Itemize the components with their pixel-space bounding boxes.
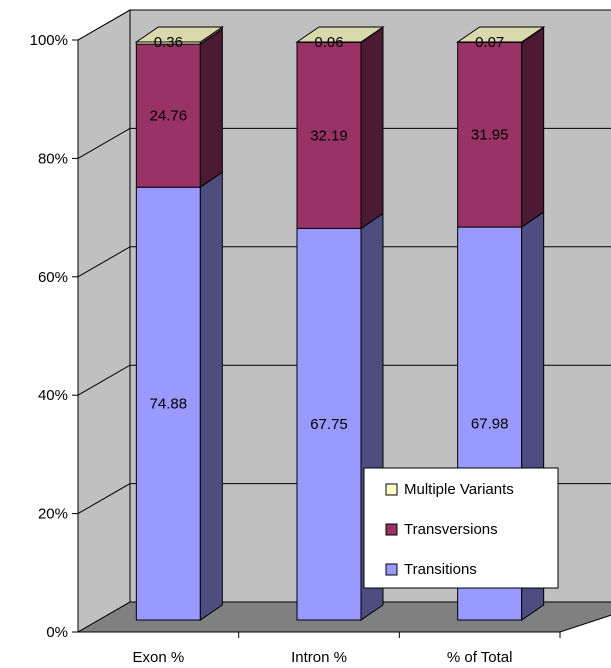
x-axis-category-labels: Exon % Intron % % of Total <box>132 649 512 666</box>
bar-front <box>296 227 362 621</box>
bar-segment-transversions <box>457 26 545 229</box>
data-label: 67.75 <box>310 416 348 433</box>
bar-segment-transitions <box>135 171 223 621</box>
bar-side <box>360 26 384 230</box>
x-category-label: Exon % <box>132 649 184 666</box>
data-label: 24.76 <box>150 108 188 125</box>
bar-front <box>135 43 201 188</box>
side-wall <box>77 9 131 633</box>
legend: Multiple Variants Transversions Transition… <box>363 467 559 589</box>
y-axis-tick-labels: 0% 20% 40% 60% 80% 100% <box>30 32 68 641</box>
data-label: 0.07 <box>475 34 504 51</box>
data-label: 0.36 <box>154 34 183 51</box>
bar-front <box>296 41 362 229</box>
gridline <box>77 9 611 41</box>
y-tick-label: 20% <box>38 506 68 523</box>
bar-segment-multiple-variants <box>456 26 546 44</box>
x-category-label: Intron % <box>291 649 347 666</box>
bar-side <box>521 26 545 229</box>
legend-swatch <box>385 523 398 536</box>
legend-entry: Transversions <box>404 521 498 538</box>
bar-top <box>456 26 546 43</box>
bar-side <box>199 28 223 189</box>
bar-segment-multiple-variants <box>134 26 224 46</box>
bar-side <box>199 171 223 621</box>
data-label: 0.06 <box>314 34 343 51</box>
data-label: 74.88 <box>150 396 188 413</box>
y-tick-label: 40% <box>38 387 68 404</box>
bar-front <box>135 186 201 621</box>
y-tick-label: 60% <box>38 269 68 286</box>
legend-swatch <box>385 483 398 496</box>
y-tick-label: 80% <box>38 150 68 167</box>
data-labels: 74.88 24.76 0.36 67.75 32.19 0.06 67.98 31.95 0.… <box>150 34 509 433</box>
data-label: 31.95 <box>471 127 509 144</box>
legend-entry: Multiple Variants <box>404 481 514 498</box>
bar-top <box>295 26 385 43</box>
y-tick-label: 0% <box>46 624 68 641</box>
legend-entry: Transitions <box>404 561 477 578</box>
bar-segment-transversions <box>296 26 384 230</box>
bar-top <box>134 26 224 43</box>
legend-swatch <box>385 563 398 576</box>
y-tick-label: 100% <box>30 32 68 49</box>
data-label: 67.98 <box>471 416 509 433</box>
axes <box>72 39 561 638</box>
bar-segment-transversions <box>135 28 223 189</box>
bar-segment-multiple-variants <box>295 26 385 44</box>
data-label: 32.19 <box>310 127 348 144</box>
x-category-label: % of Total <box>447 649 513 666</box>
